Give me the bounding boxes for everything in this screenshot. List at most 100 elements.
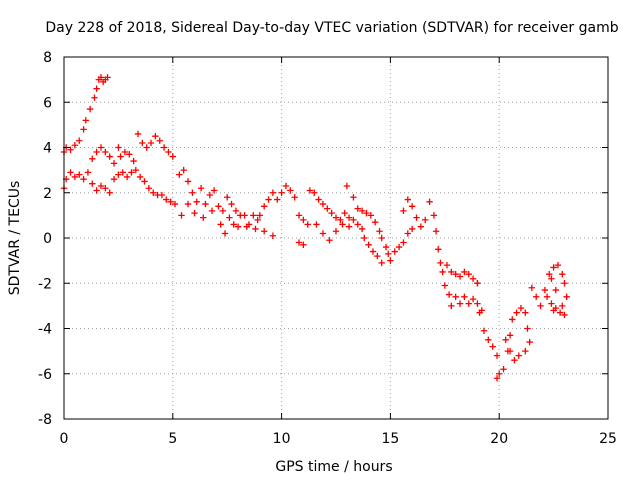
data-point [408, 203, 416, 210]
data-point [493, 375, 501, 382]
data-point [313, 221, 320, 228]
data-point [123, 173, 131, 181]
data-point [522, 309, 529, 316]
data-point [145, 185, 153, 192]
data-point [563, 293, 570, 301]
data-point [515, 352, 522, 359]
data-point [371, 218, 379, 226]
data-point [413, 214, 420, 221]
data-point [552, 286, 559, 294]
x-tick-label: 20 [490, 431, 508, 447]
data-point [417, 223, 425, 230]
data-point [554, 261, 562, 269]
data-point [439, 268, 446, 276]
y-tick-label: 2 [43, 186, 52, 202]
data-point [437, 259, 444, 267]
data-point [163, 196, 170, 203]
data-point [82, 117, 89, 124]
data-point [506, 347, 514, 355]
data-point [102, 185, 109, 192]
data-point [260, 203, 268, 210]
data-point [200, 214, 207, 221]
data-point [232, 207, 240, 215]
data-point [295, 239, 303, 246]
data-point [382, 243, 390, 251]
data-point [311, 189, 318, 196]
data-point [67, 146, 74, 153]
data-point [452, 293, 459, 301]
y-tick-label: 6 [43, 95, 52, 111]
data-point [89, 180, 96, 187]
data-point [219, 207, 227, 215]
data-point [350, 216, 357, 224]
data-point [341, 209, 348, 217]
data-point [97, 74, 105, 81]
data-point [461, 293, 468, 301]
data-point [559, 271, 566, 278]
data-point [304, 221, 311, 228]
data-point [452, 271, 459, 278]
data-point [250, 212, 257, 219]
data-point [132, 166, 140, 174]
data-point [269, 189, 277, 196]
data-point [332, 214, 340, 221]
data-point [208, 207, 216, 215]
data-point [93, 187, 100, 194]
data-point [319, 200, 327, 208]
data-point [141, 178, 148, 185]
data-point [343, 182, 351, 190]
data-point [443, 261, 451, 269]
data-point [184, 200, 192, 208]
data-point [345, 214, 353, 221]
data-point [358, 225, 366, 233]
data-point [115, 144, 122, 151]
data-point [295, 212, 303, 219]
data-point [432, 228, 440, 235]
y-tick-label: 8 [43, 50, 52, 66]
data-point [541, 286, 549, 294]
data-point [110, 175, 118, 183]
data-point [80, 175, 87, 183]
data-point [84, 169, 92, 176]
data-point [339, 221, 346, 228]
data-point [287, 187, 294, 194]
chart-title: Day 228 of 2018, Sidereal Day-to-day VTE… [45, 20, 618, 36]
data-point [354, 205, 361, 212]
data-point [517, 304, 525, 312]
x-tick-label: 5 [168, 431, 177, 447]
data-point [358, 207, 366, 215]
data-point [456, 300, 464, 307]
data-point [300, 216, 307, 224]
y-tick-label: -4 [38, 322, 52, 338]
data-point [548, 300, 555, 307]
data-point [509, 316, 516, 323]
data-point [106, 189, 113, 196]
data-point [136, 173, 144, 181]
data-point [435, 246, 442, 253]
data-point [130, 157, 137, 165]
data-point [226, 214, 233, 221]
data-point [306, 187, 314, 194]
x-tick-label: 10 [273, 431, 291, 447]
data-point [528, 284, 536, 291]
data-point [193, 198, 200, 205]
data-point [546, 271, 553, 278]
data-point [345, 223, 353, 230]
data-point [178, 212, 185, 219]
data-point [243, 223, 250, 230]
data-point [158, 191, 166, 199]
data-point [80, 126, 87, 133]
data-point [265, 196, 272, 203]
data-point [387, 257, 394, 264]
data-point [278, 189, 285, 196]
data-point [422, 216, 429, 224]
data-point [228, 200, 235, 208]
x-tick-label: 25 [599, 431, 617, 447]
data-point [400, 207, 407, 215]
data-point [104, 74, 111, 81]
data-point [445, 291, 453, 298]
data-point [102, 148, 109, 156]
data-point [210, 187, 218, 194]
data-point [365, 241, 372, 248]
data-point [260, 228, 268, 235]
